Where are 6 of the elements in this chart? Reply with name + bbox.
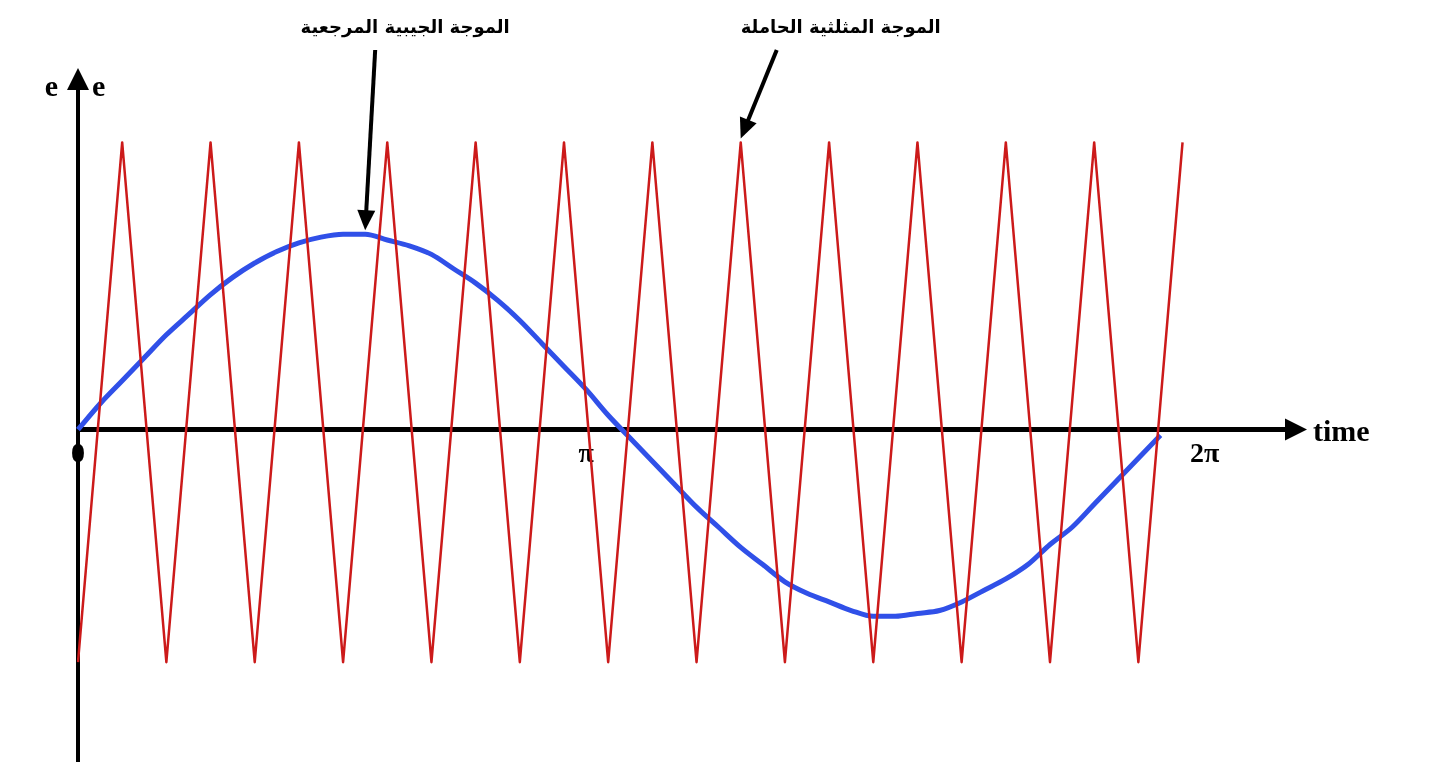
text: e — [92, 68, 106, 102]
text: الموجة الجيبية المرجعية — [300, 15, 510, 38]
y-axis-title: e — [44, 68, 58, 102]
x-axis-title: time — [1313, 414, 1370, 448]
x-tick-label: 2π — [1189, 436, 1220, 468]
text: الموجة المثلثية الحاملة — [740, 15, 941, 38]
